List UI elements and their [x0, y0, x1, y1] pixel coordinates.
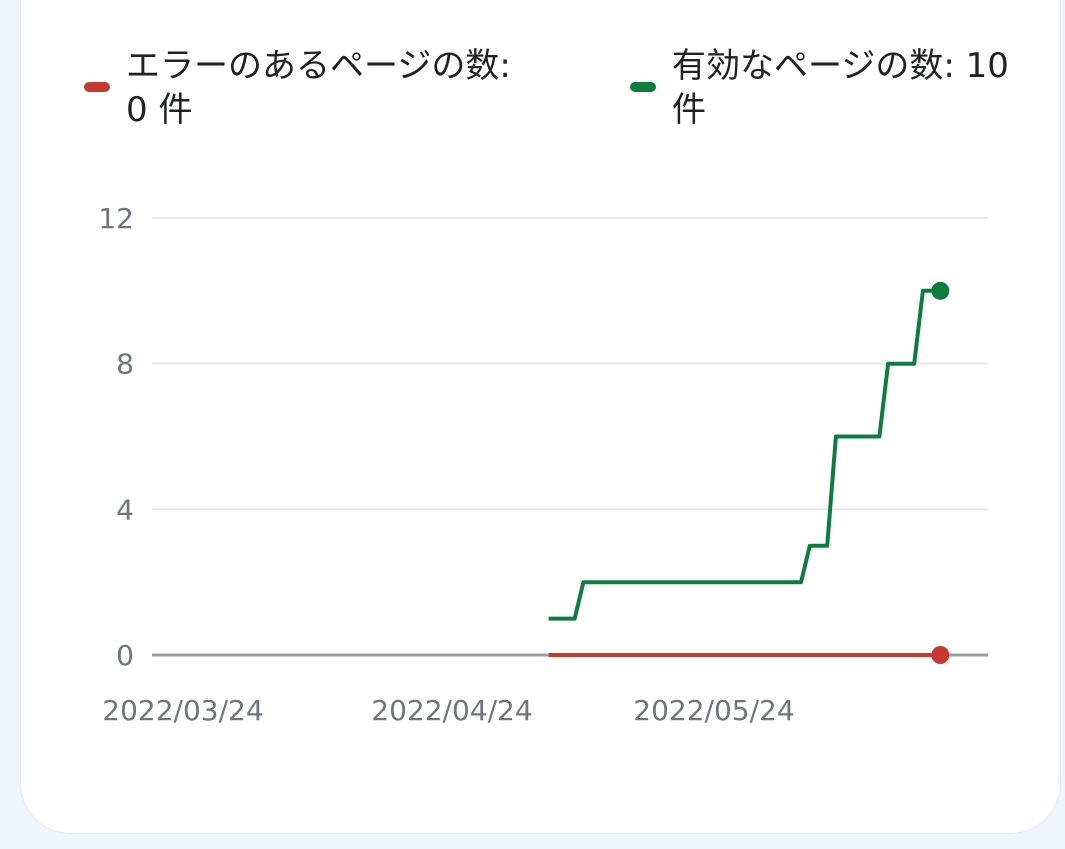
y-tick-label: 12	[98, 202, 134, 235]
chart-card	[21, 0, 1060, 833]
legend-label-errors: エラーのあるページの数: 0 件	[126, 46, 511, 130]
series-end-point-1	[931, 646, 950, 664]
legend-swatch-valid	[630, 82, 656, 92]
series-line-0	[548, 288, 941, 621]
x-tick-label: 2022/03/24	[102, 694, 263, 727]
x-tick-label: 2022/05/24	[633, 694, 794, 727]
y-tick-label: 0	[116, 639, 134, 672]
legend-label-valid: 有効なページの数: 10 件	[672, 46, 1009, 130]
series-end-point-0	[931, 281, 950, 300]
x-tick-label: 2022/04/24	[371, 694, 532, 727]
y-tick-label: 8	[116, 348, 134, 381]
legend-swatch-errors	[84, 82, 110, 92]
legend-item-valid[interactable]: 有効なページの数: 10 件	[630, 44, 1030, 132]
y-tick-label: 4	[116, 493, 134, 526]
legend-item-errors[interactable]: エラーのあるページの数: 0 件	[84, 44, 524, 132]
